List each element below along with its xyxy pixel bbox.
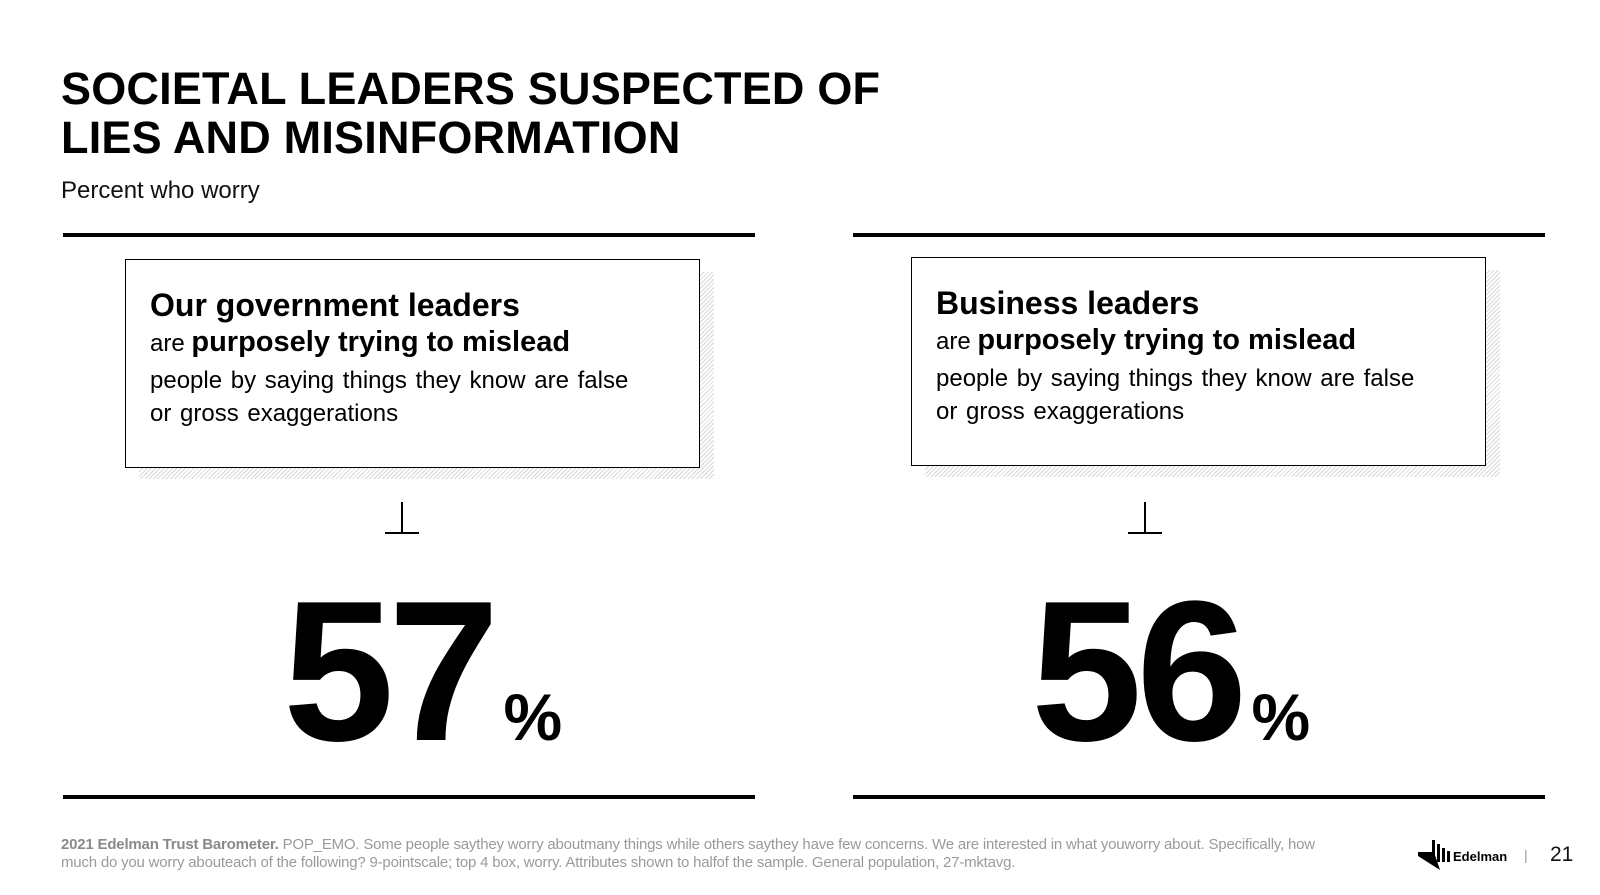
government-statement-heading: Our government leaders [150,287,520,323]
business-statement-rest-line-1: people by saying things they know are fa… [936,365,1415,392]
source-footnote: 2021 Edelman Trust Barometer. POP_EMO. S… [61,836,1351,872]
edelman-logo-icon [1418,840,1450,870]
slide-title: SOCIETAL LEADERS SUSPECTED OF LIES AND M… [61,64,880,162]
business-statement-connector: are [936,328,971,355]
left-bottom-rule [63,795,755,799]
right-bottom-rule [853,795,1545,799]
left-top-rule [63,233,755,237]
government-stat-unit: % [503,680,563,754]
business-stat-unit: % [1251,680,1311,754]
edelman-logo-text: Edelman [1453,849,1508,864]
business-statement-heading: Business leaders [936,285,1200,321]
business-stat-value: 56 [1031,560,1247,783]
business-statement-box: Business leaders are purposely trying to… [911,257,1486,466]
government-statement-rest: people by saying things they know are fa… [150,364,675,430]
slide-title-line-2: LIES AND MISINFORMATION [61,112,681,163]
business-statement-rest: people by saying things they know are fa… [936,362,1461,428]
business-connector-tick [1128,502,1162,534]
source-footnote-text: POP_EMO. Some people saythey worry about… [61,836,1315,871]
business-statement-rest-line-2: or gross exaggerations [936,398,1185,425]
government-stat-value: 57 [283,560,499,783]
slide-title-line-1: SOCIETAL LEADERS SUSPECTED OF [61,63,881,114]
government-stat: 57% [283,572,562,772]
business-statement-emphasis-line: are purposely trying to mislead [936,322,1461,360]
right-top-rule [853,233,1545,237]
business-stat: 56% [1031,572,1310,772]
slide-subtitle: Percent who worry [61,177,260,204]
government-connector-tick [385,502,419,534]
government-statement-emphasis: purposely trying to mislead [191,326,571,358]
page-number: 21 [1550,843,1574,866]
government-statement-rest-line-2: or gross exaggerations [150,400,399,427]
government-statement-rest-line-1: people by saying things they know are fa… [150,367,629,394]
footer-separator: | [1524,847,1528,863]
government-statement-emphasis-line: are purposely trying to mislead [150,324,675,362]
government-statement-connector: are [150,330,185,357]
business-statement-emphasis: purposely trying to mislead [977,324,1357,356]
government-statement-box: Our government leaders are purposely try… [125,259,700,468]
source-footnote-lead: 2021 Edelman Trust Barometer. [61,836,279,853]
